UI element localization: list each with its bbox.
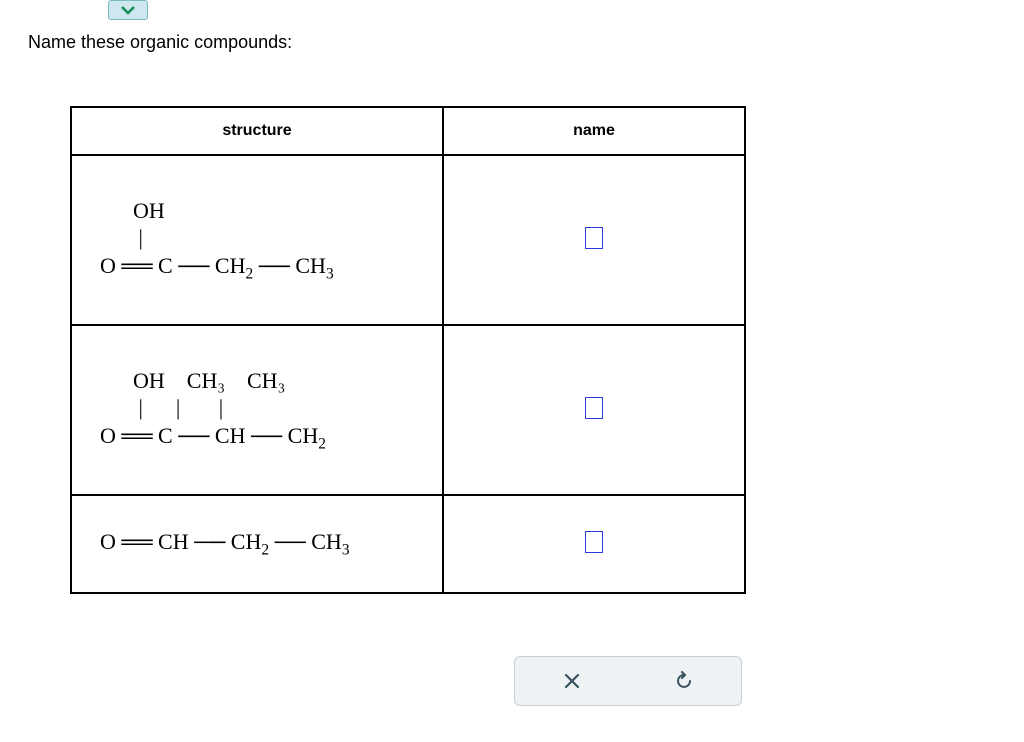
row2-base: O ══ C ── CH ── CH2 xyxy=(100,422,326,454)
structure-cell-1: OH | O ══ C ── CH2 ── CH3 xyxy=(71,155,443,325)
row3-base: O ══ CH ── CH2 ── CH3 xyxy=(100,528,350,560)
row1-mid: | xyxy=(100,224,334,252)
name-cell-1 xyxy=(443,155,745,325)
name-cell-2 xyxy=(443,325,745,495)
compounds-table: structure name OH | O ══ C ── CH2 ── CH3… xyxy=(70,106,746,594)
answer-input-2[interactable] xyxy=(585,397,603,419)
row1-top: OH xyxy=(100,197,334,225)
undo-icon xyxy=(675,671,695,691)
question-prompt: Name these organic compounds: xyxy=(28,32,292,53)
name-cell-3 xyxy=(443,495,745,593)
header-structure: structure xyxy=(71,107,443,155)
expand-toggle[interactable] xyxy=(108,0,148,20)
answer-input-3[interactable] xyxy=(585,531,603,553)
structure-cell-3: O ══ CH ── CH2 ── CH3 xyxy=(71,495,443,593)
answer-toolbar xyxy=(514,656,742,706)
structure-cell-2: OH CH₃ CH₃ | | | O ══ C ── CH ── CH2 xyxy=(71,325,443,495)
reset-button[interactable] xyxy=(671,667,699,695)
row1-base: O ══ C ── CH2 ── CH3 xyxy=(100,252,334,284)
answer-input-1[interactable] xyxy=(585,227,603,249)
row2-mid: | | | xyxy=(100,394,326,422)
clear-button[interactable] xyxy=(558,667,586,695)
row2-top: OH CH₃ CH₃ xyxy=(100,367,326,395)
close-icon xyxy=(563,672,581,690)
header-name: name xyxy=(443,107,745,155)
chevron-down-icon xyxy=(120,4,136,16)
